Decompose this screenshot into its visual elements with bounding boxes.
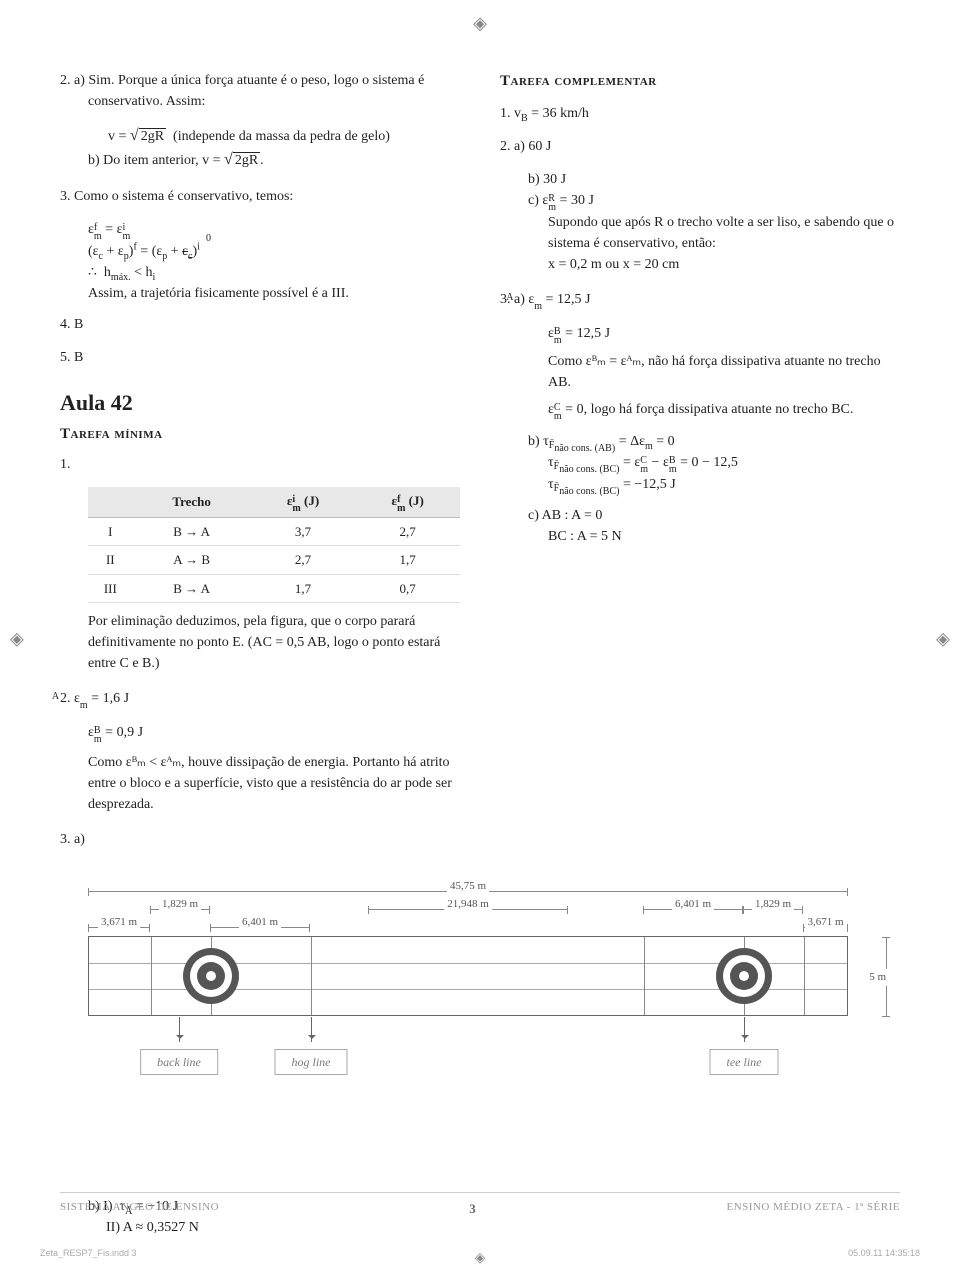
table-row: III B → A 1,7 0,7: [88, 574, 460, 603]
dim-mid: 6,401 m: [643, 909, 743, 910]
q3-l1: εfm = εim: [88, 219, 460, 241]
crop-mark-right: ◈: [936, 626, 950, 653]
arrow-hog: [311, 1017, 312, 1042]
th-blank: [88, 487, 133, 518]
tc3-b1: b) τF̄não cons. (AB) = Δεm = 0: [528, 431, 900, 452]
page-number: 3: [469, 1199, 476, 1219]
vertical-line: [311, 937, 312, 1015]
footer-left: SISTEMA ANGLO DE ENSINO: [60, 1199, 219, 1219]
right-column: Tarefa complementar 1. vB = 36 km/h 2. a…: [500, 70, 900, 862]
tc3-b2: τF̄não cons. (BC) = εCm − εBm = 0 − 12,5: [548, 452, 900, 474]
dim-low: 3,671 m: [88, 927, 150, 928]
q2-a-eq: v = √2gR (independe da massa da pedra de…: [108, 124, 460, 148]
q3-l3: ∴ hmáx. < hi: [88, 262, 460, 283]
tc2-c-text: Supondo que após R o trecho volte a ser …: [548, 212, 900, 254]
q2-b: b) Do item anterior, v = √2gR.: [88, 148, 460, 172]
tc3-a4: εCm = 0, logo há força dissipativa atuan…: [548, 399, 900, 421]
dim-mid: 1,829 m: [743, 909, 803, 910]
tc3-b3: τF̄não cons. (BC) = −12,5 J: [548, 474, 900, 495]
crop-mark-bottom: ◈: [475, 1247, 486, 1268]
dim-low: 6,401 m: [210, 927, 310, 928]
tc3-a: 3. a) εAm = 12,5 J: [500, 289, 900, 311]
arrow-tee: [744, 1017, 745, 1042]
label-back-line: back line: [140, 1049, 218, 1075]
tarefa-complementar-heading: Tarefa complementar: [500, 70, 900, 93]
dim-mid: 1,829 m: [150, 909, 210, 910]
tm1-label: 1.: [60, 454, 460, 475]
curling-sheet: 5 m back line hog line tee line: [88, 936, 848, 1016]
tm2-b: εBm = 0,9 J: [88, 722, 460, 744]
tm3-b-ii: II) A ≈ 0,3527 N: [106, 1217, 900, 1238]
indd-timestamp: 05.09.11 14:35:18: [848, 1247, 920, 1261]
table-row: I B → A 3,7 2,7: [88, 517, 460, 546]
tc2-a: 2. a) 60 J: [500, 136, 900, 157]
footer-right: ENSINO MÉDIO ZETA - 1ª SÉRIE: [727, 1199, 901, 1219]
indesign-slug: Zeta_RESP7_Fis.indd 3 ◈ 05.09.11 14:35:1…: [40, 1247, 920, 1261]
q3-l4: Assim, a trajetória fisicamente possível…: [88, 283, 460, 304]
crop-mark-top: ◈: [473, 10, 487, 37]
q2-a: 2. a) Sim. Porque a única força atuante …: [60, 70, 460, 112]
dim-mid: 21,948 m: [368, 909, 568, 910]
q3-l2: (εc + εp)f = (εp + εc)i 0: [88, 241, 460, 262]
dim-low: 3,671 m: [803, 927, 848, 928]
tm2-a: 2. εAm = 1,6 J: [60, 688, 460, 710]
q5: 5. B: [60, 347, 460, 368]
th-ef: εfm (J): [355, 487, 460, 518]
tc2-b: b) 30 J: [528, 169, 900, 190]
height-dim: 5 m: [857, 937, 887, 1017]
left-column: 2. a) Sim. Porque a única força atuante …: [60, 70, 460, 862]
indd-file: Zeta_RESP7_Fis.indd 3: [40, 1247, 137, 1261]
tm3-label: 3. a): [60, 829, 460, 850]
tc3-c1: c) AB : A = 0: [528, 505, 900, 526]
page-footer: SISTEMA ANGLO DE ENSINO 3 ENSINO MÉDIO Z…: [60, 1192, 900, 1219]
vertical-line: [151, 937, 152, 1015]
tarefa-minima-heading: Tarefa mínima: [60, 423, 460, 446]
aula-heading: Aula 42: [60, 386, 460, 419]
tc3-a3: Como εᴮₘ = εᴬₘ, não há força dissipativa…: [548, 351, 900, 393]
vertical-line: [804, 937, 805, 1015]
q3-lead: 3. Como o sistema é conservativo, temos:: [60, 186, 460, 207]
arrow-back: [179, 1017, 180, 1042]
th-ei: εim (J): [251, 487, 356, 518]
tm1-table: Trecho εim (J) εfm (J) I B → A 3,7 2,7 I…: [88, 487, 460, 604]
th-trecho: Trecho: [133, 487, 251, 518]
tc3-a2: εBm = 12,5 J: [548, 323, 900, 345]
vertical-line: [644, 937, 645, 1015]
q4: 4. B: [60, 314, 460, 335]
tc2-c-eq: x = 0,2 m ou x = 20 cm: [548, 254, 900, 275]
two-column-layout: 2. a) Sim. Porque a única força atuante …: [60, 70, 900, 862]
dim-total: 45,75 m: [88, 891, 848, 892]
curling-diagram: 45,75 m 1,829 m 21,948 m 6,401 m 1,829 m…: [88, 882, 888, 1016]
tm2-c: Como εᴮₘ < εᴬₘ, houve dissipação de ener…: [88, 752, 460, 815]
tc2-c: c) εRm = 30 J: [528, 190, 900, 212]
crop-mark-left: ◈: [10, 626, 24, 653]
label-tee-line: tee line: [710, 1049, 779, 1075]
table-row: II A → B 2,7 1,7: [88, 546, 460, 575]
tc3-c2: BC : A = 5 N: [548, 526, 900, 547]
tc1: 1. vB = 36 km/h: [500, 103, 900, 124]
tm1-post: Por eliminação deduzimos, pela figura, q…: [88, 611, 460, 674]
label-hog-line: hog line: [275, 1049, 348, 1075]
